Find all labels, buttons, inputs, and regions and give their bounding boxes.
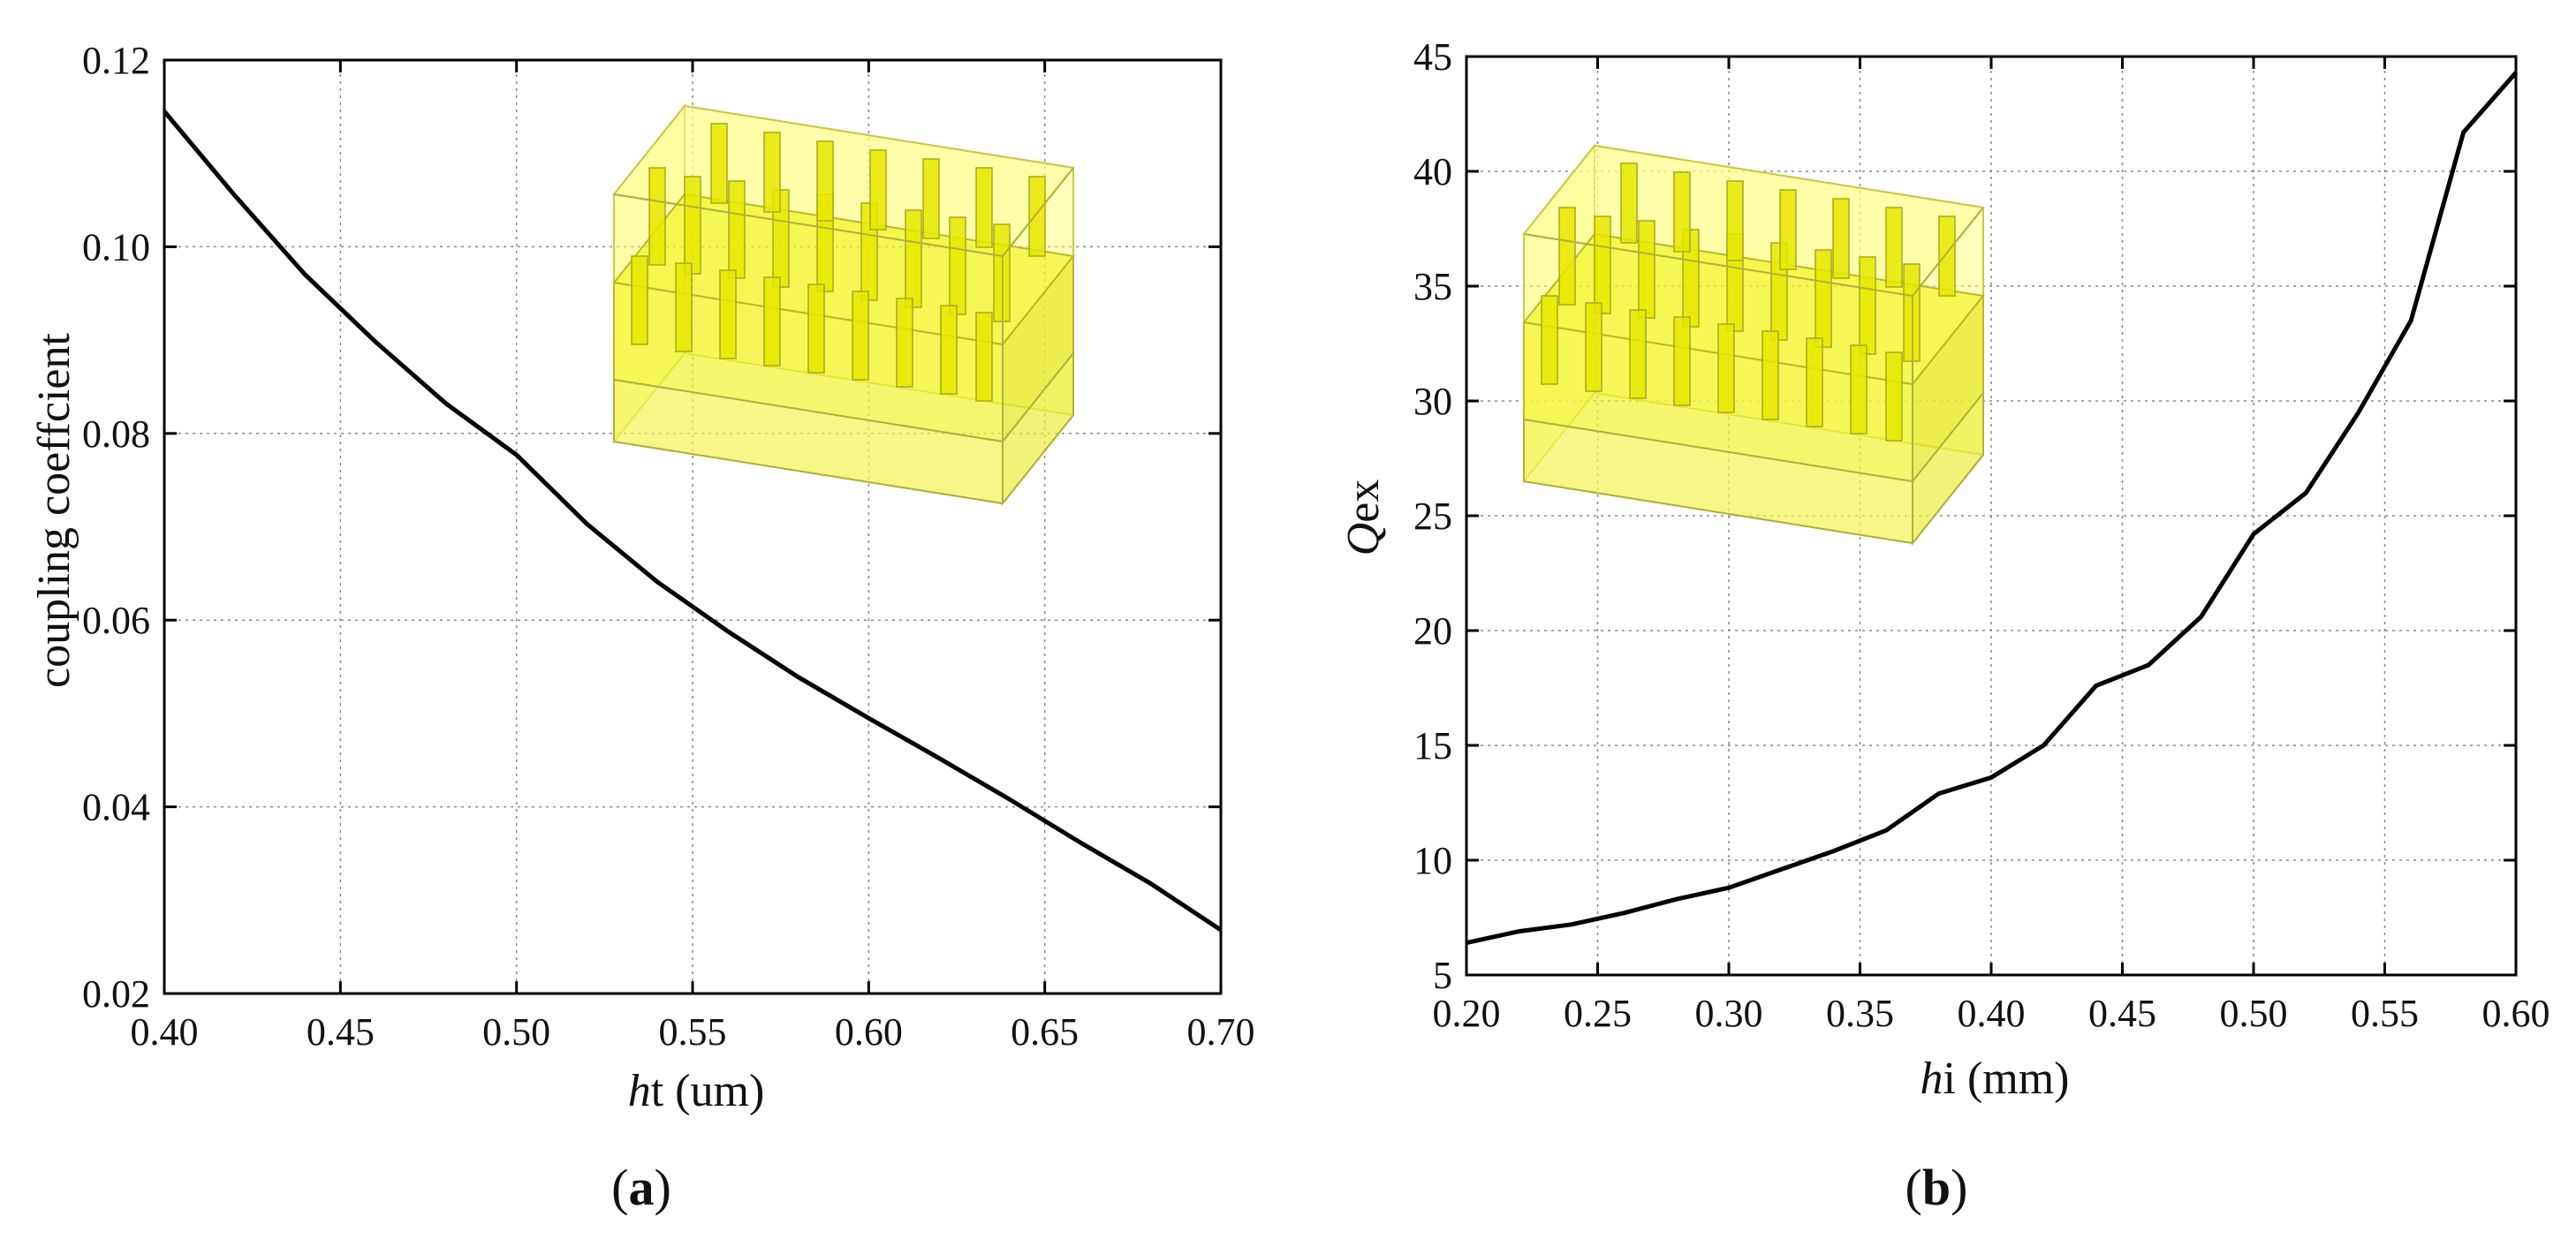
x-axis-title-a: ht (um) [628,1066,765,1116]
y-axis-title-b: Qex [1338,480,1389,556]
y-axis-title-a: coupling coeffcient [29,333,80,688]
panel-label-a: (a) [611,1159,671,1216]
x-tick-label: 0.70 [1187,1010,1255,1054]
x-tick-label: 0.55 [2351,992,2419,1035]
y-tick-label: 15 [1413,724,1452,767]
y-tick-label: 40 [1413,150,1452,193]
y-tick-label: 5 [1433,954,1452,997]
y-tick-label: 0.10 [82,225,150,268]
x-tick-label: 0.40 [1958,992,2026,1035]
y-tick-label: 0.12 [82,39,150,82]
y-tick-label: 20 [1413,609,1452,653]
x-tick-label: 0.45 [307,1010,375,1054]
grid-b [1466,57,2516,975]
x-tick-label: 0.60 [835,1010,903,1054]
x-tick-label: 0.35 [1826,992,1894,1035]
y-tick-label: 45 [1413,35,1452,79]
x-tick-label: 0.45 [2088,992,2156,1035]
inset-3d-model-b [1523,145,1984,544]
x-tick-label: 0.20 [1433,992,1501,1035]
x-tick-label: 0.55 [659,1010,727,1054]
y-tick-label: 0.06 [82,599,150,642]
ticks-b: 0.20 0.25 0.30 0.35 0.40 0.45 0.50 0.55 0.60 5 10 1… [1413,35,2550,1035]
x-tick-label: 0.40 [131,1010,199,1054]
x-tick-label: 0.25 [1564,992,1632,1035]
y-tick-label: 0.02 [82,972,150,1016]
y-tick-label: 10 [1413,839,1452,882]
chart-panel-b: 0.20 0.25 0.30 0.35 0.40 0.45 0.50 0.55 0.60 5 10 1… [1338,35,2550,1216]
x-tick-label: 0.30 [1695,992,1763,1035]
y-tick-label: 30 [1413,380,1452,423]
x-tick-label: 0.50 [482,1010,550,1054]
x-tick-label: 0.60 [2482,992,2550,1035]
y-tick-label: 0.04 [82,786,150,829]
panel-label-b: (b) [1905,1159,1968,1216]
inset-3d-model-a [613,105,1074,504]
series-line-a [163,110,1223,933]
ticks-a: 0.40 0.45 0.50 0.55 0.60 0.65 0.70 0.02 0.04 0.06… [82,39,1255,1054]
y-tick-label: 35 [1413,265,1452,308]
chart-panel-a: 0.40 0.45 0.50 0.55 0.60 0.65 0.70 0.02 0.04 0.06… [29,39,1255,1216]
x-tick-label: 0.65 [1011,1010,1079,1054]
series-line-b [1466,71,2518,946]
x-axis-title-b: hi (mm) [1921,1054,2070,1104]
y-tick-label: 25 [1413,495,1452,538]
y-tick-label: 0.08 [82,412,150,456]
x-tick-label: 0.50 [2220,992,2288,1035]
